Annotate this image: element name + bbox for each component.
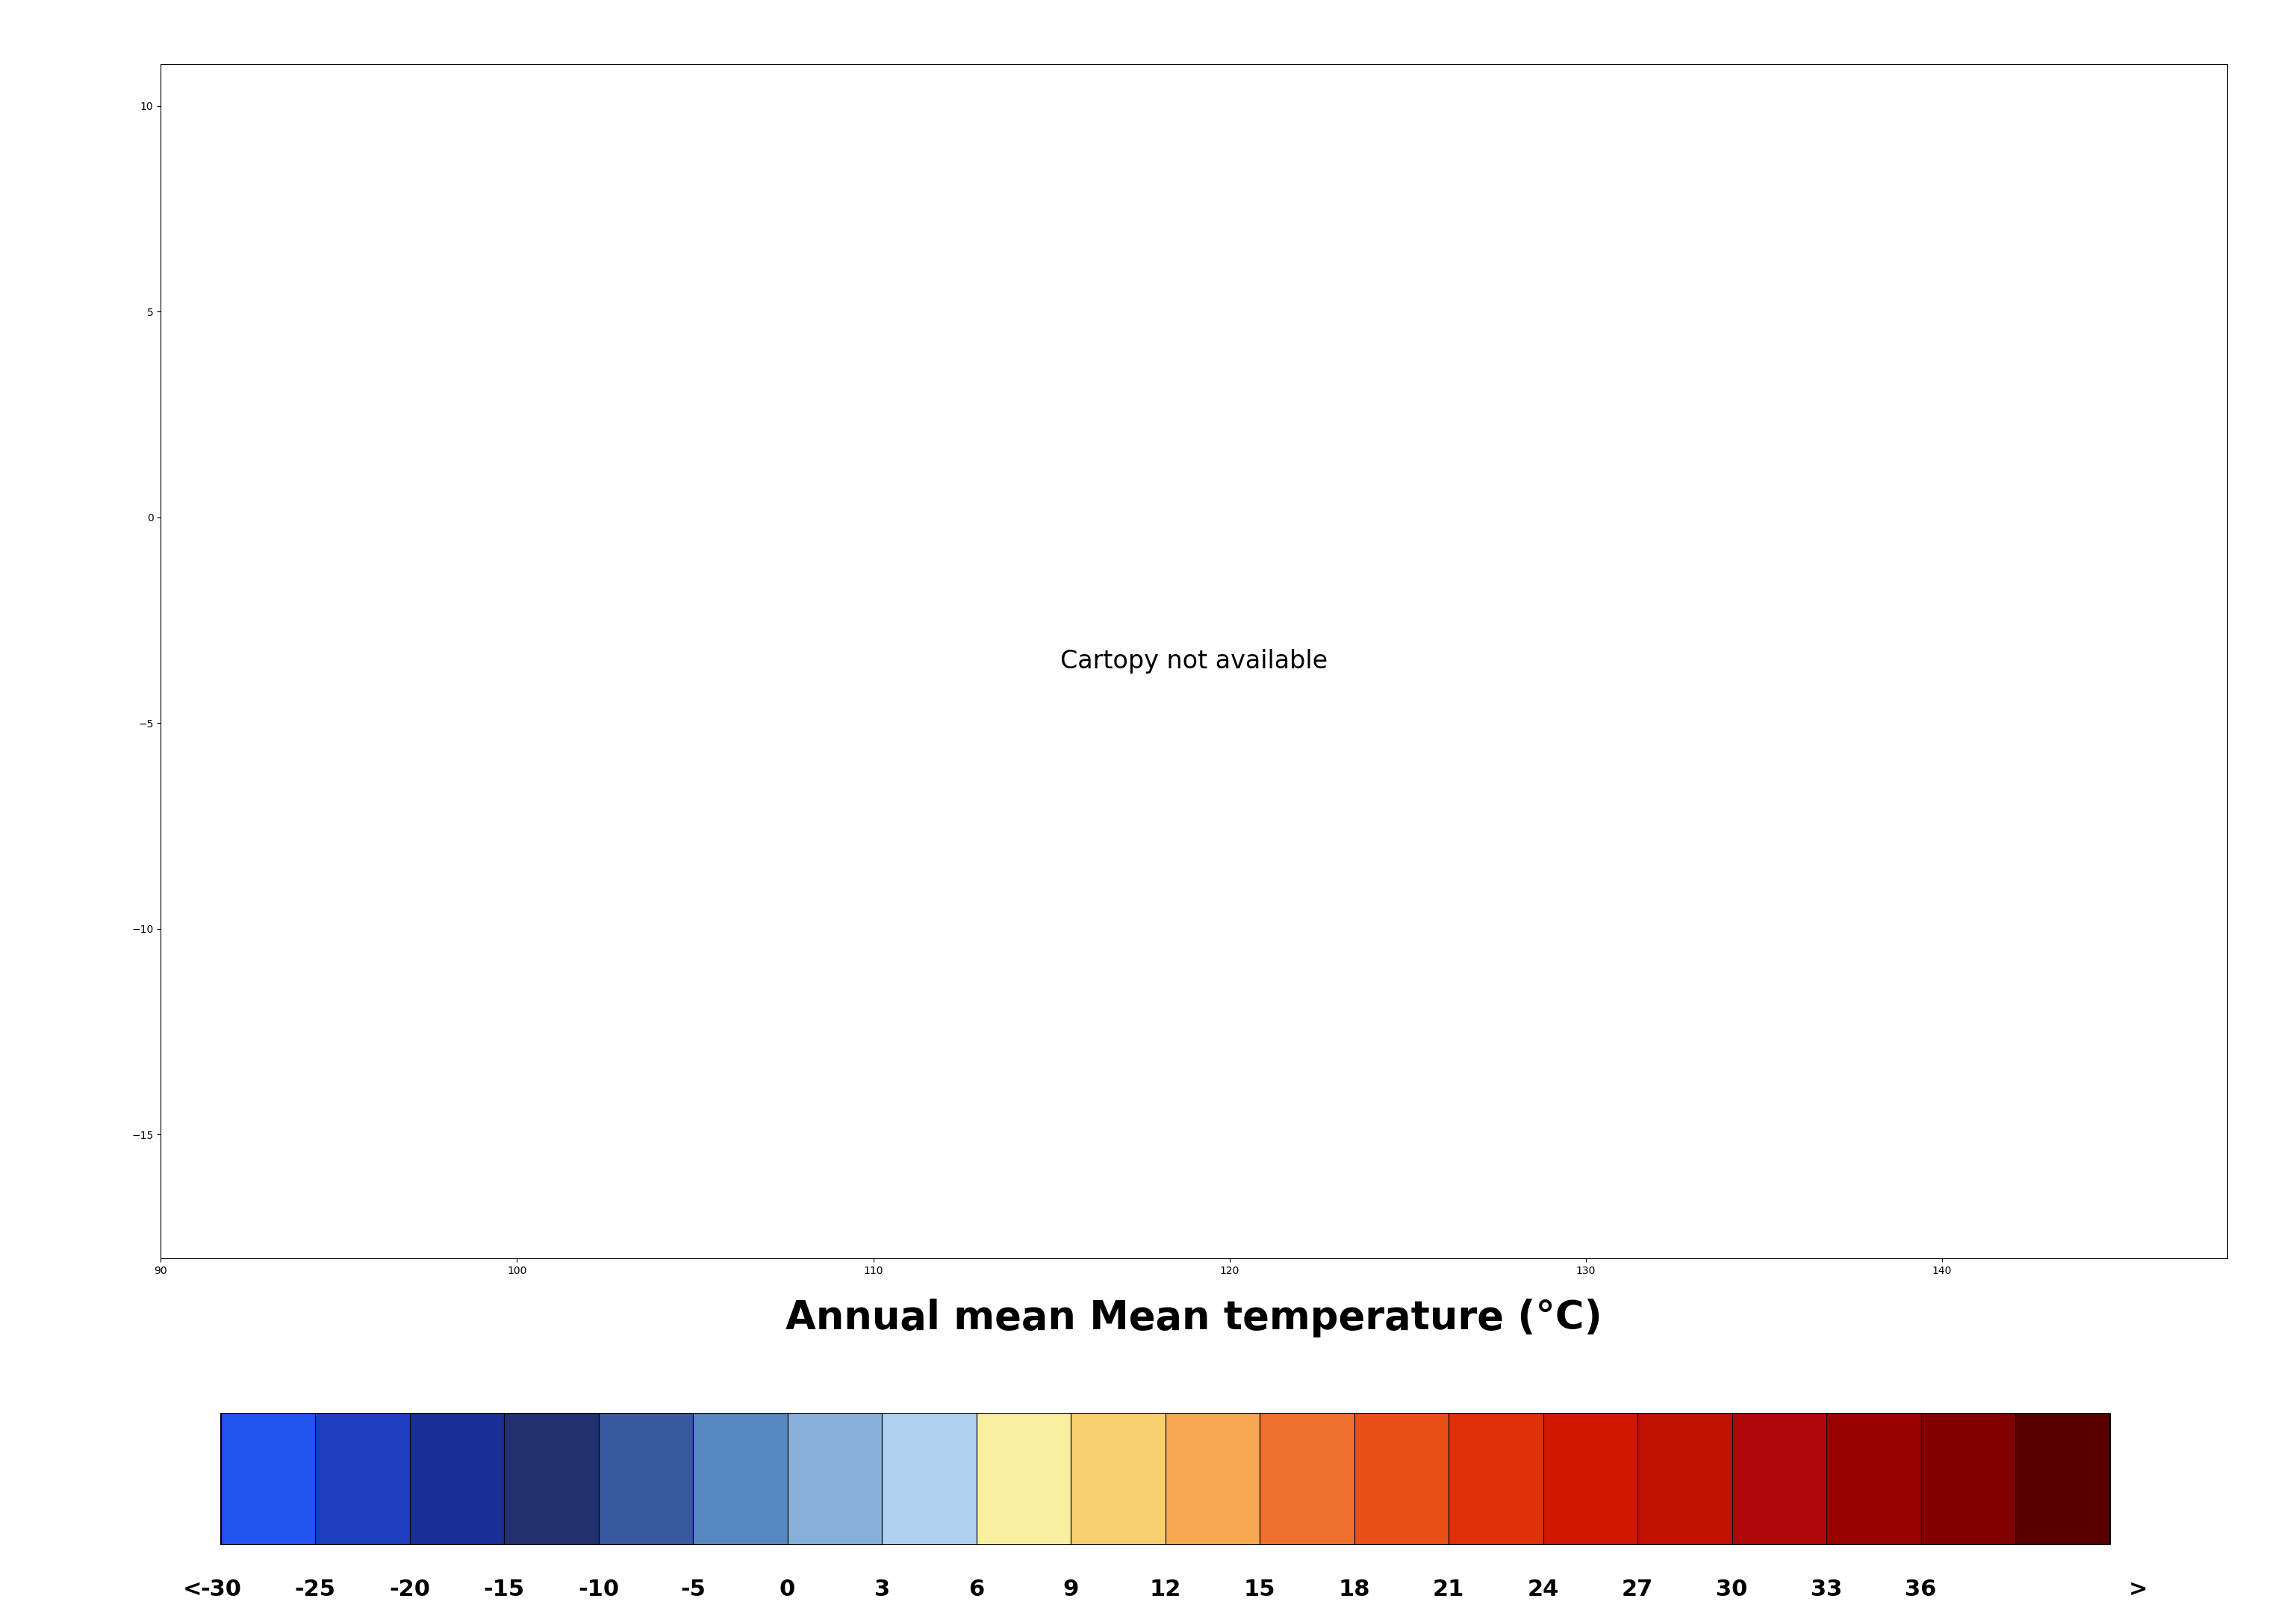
Text: 6: 6	[969, 1578, 985, 1600]
Text: Annual mean Mean temperature (°C): Annual mean Mean temperature (°C)	[785, 1298, 1603, 1337]
Text: Cartopy not available: Cartopy not available	[1061, 648, 1327, 674]
Bar	[1637, 1413, 1731, 1545]
Bar	[1922, 1413, 2016, 1545]
Text: 21: 21	[1433, 1578, 1465, 1600]
Bar	[220, 1413, 315, 1545]
Bar	[693, 1413, 788, 1545]
Text: 3: 3	[875, 1578, 891, 1600]
Text: 36: 36	[1906, 1578, 1936, 1600]
Bar	[599, 1413, 693, 1545]
Text: 15: 15	[1244, 1578, 1277, 1600]
Bar	[1355, 1413, 1449, 1545]
Bar	[1070, 1413, 1166, 1545]
Text: 33: 33	[1812, 1578, 1841, 1600]
Text: 9: 9	[1063, 1578, 1079, 1600]
Text: 0: 0	[778, 1578, 794, 1600]
Bar	[788, 1413, 882, 1545]
Bar	[1543, 1413, 1637, 1545]
Bar	[315, 1413, 409, 1545]
Text: 30: 30	[1715, 1578, 1747, 1600]
Bar	[505, 1413, 599, 1545]
Text: 24: 24	[1527, 1578, 1559, 1600]
Text: -20: -20	[388, 1578, 429, 1600]
Text: 18: 18	[1339, 1578, 1371, 1600]
Text: -10: -10	[579, 1578, 620, 1600]
Bar	[882, 1413, 976, 1545]
Text: -25: -25	[294, 1578, 335, 1600]
Bar	[1166, 1413, 1261, 1545]
Text: 27: 27	[1621, 1578, 1653, 1600]
Bar	[409, 1413, 505, 1545]
Text: 12: 12	[1150, 1578, 1180, 1600]
Text: <: <	[184, 1578, 202, 1600]
Text: -15: -15	[484, 1578, 526, 1600]
Bar	[1825, 1413, 1922, 1545]
Bar	[1261, 1413, 1355, 1545]
Bar	[2016, 1413, 2110, 1545]
Bar	[1449, 1413, 1543, 1545]
Bar	[1731, 1413, 1825, 1545]
Bar	[976, 1413, 1070, 1545]
Text: -5: -5	[680, 1578, 705, 1600]
Text: -30: -30	[200, 1578, 241, 1600]
Text: >: >	[2128, 1578, 2147, 1600]
